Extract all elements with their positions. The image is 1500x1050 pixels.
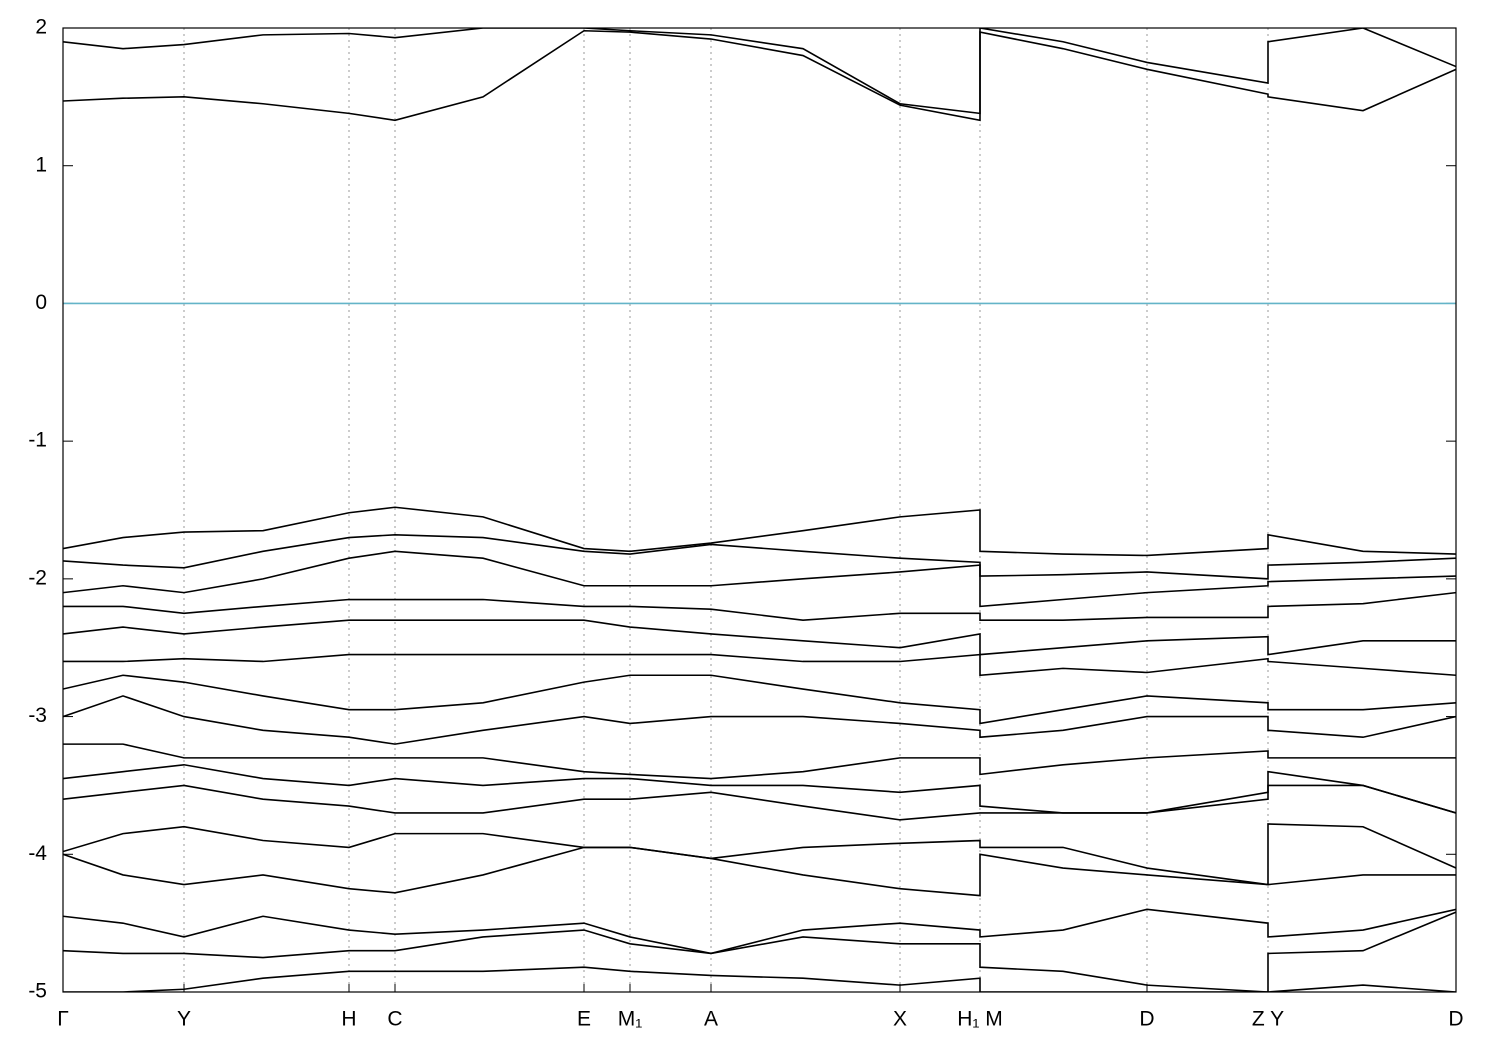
- band-line: [63, 674, 1456, 725]
- x-tick-label: H: [341, 1008, 356, 1031]
- band-line: [63, 966, 1456, 992]
- y-tick-label: 1: [35, 153, 47, 176]
- y-tick-label: -3: [28, 704, 47, 727]
- y-tick-label: 0: [35, 291, 47, 314]
- band-line: [63, 550, 1456, 608]
- x-tick-label: D: [1139, 1008, 1154, 1031]
- y-tick-label: -2: [28, 566, 47, 589]
- x-tick-label: C: [387, 1008, 402, 1031]
- band-line: [63, 823, 1456, 886]
- band-line: [63, 619, 1456, 656]
- x-tick-label: M₁: [618, 1008, 643, 1031]
- band-line: [63, 908, 1456, 955]
- band-line: [63, 846, 1456, 897]
- x-tick-label: Y: [177, 1008, 191, 1031]
- x-tick-label: D: [1448, 1008, 1463, 1031]
- x-tick-label: X: [893, 1008, 907, 1031]
- x-tick-label: A: [704, 1008, 718, 1031]
- x-tick-label: Γ: [57, 1008, 69, 1031]
- band-line: [63, 28, 1456, 115]
- y-tick-label: -1: [28, 429, 47, 452]
- band-line: [63, 653, 1456, 677]
- band-line: [63, 533, 1456, 580]
- y-tick-label: 2: [35, 16, 47, 39]
- x-tick-label: E: [577, 1008, 591, 1031]
- band-line: [63, 506, 1456, 557]
- band-line: [63, 743, 1456, 780]
- plot-frame: [62, 27, 1457, 993]
- band-line: [63, 763, 1456, 814]
- band-line: [63, 695, 1456, 745]
- band-line: [63, 29, 1456, 122]
- x-tick-label: Z Y: [1252, 1008, 1284, 1031]
- band-line: [63, 911, 1456, 992]
- x-tick-label: H₁ M: [957, 1008, 1003, 1031]
- band-line: [63, 770, 1456, 821]
- band-line: [63, 591, 1456, 621]
- y-tick-label: -5: [28, 980, 47, 1003]
- y-tick-label: -4: [28, 842, 47, 865]
